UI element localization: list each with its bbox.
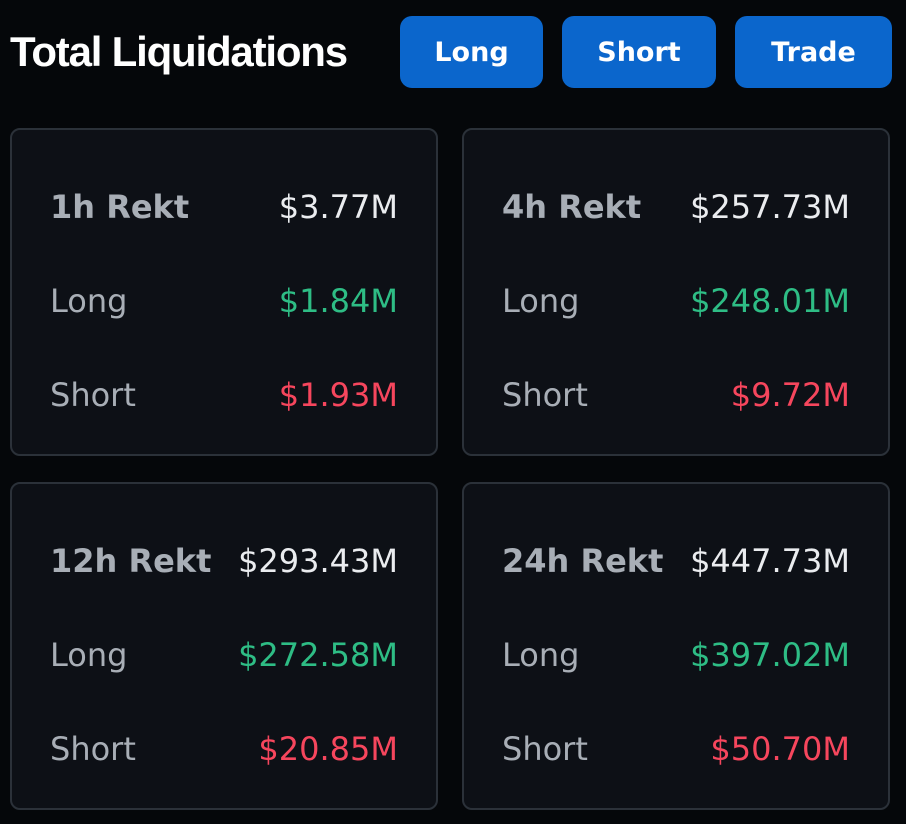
- liquidation-card-12h: 12h Rekt $293.43M Long $272.58M Short $2…: [10, 482, 438, 810]
- short-value: $20.85M: [258, 730, 398, 768]
- short-label: Short: [502, 376, 588, 414]
- liquidation-card-1h: 1h Rekt $3.77M Long $1.84M Short $1.93M: [10, 128, 438, 456]
- long-label: Long: [50, 636, 128, 674]
- long-label: Long: [502, 636, 580, 674]
- long-row: Long $272.58M: [50, 630, 398, 680]
- short-row: Short $50.70M: [502, 724, 850, 774]
- liquidation-card-4h: 4h Rekt $257.73M Long $248.01M Short $9.…: [462, 128, 890, 456]
- short-label: Short: [50, 730, 136, 768]
- total-row: 4h Rekt $257.73M: [502, 182, 850, 232]
- short-value: $9.72M: [730, 376, 850, 414]
- long-value: $272.58M: [238, 636, 398, 674]
- short-row: Short $1.93M: [50, 370, 398, 420]
- period-label: 12h Rekt: [50, 542, 212, 580]
- long-label: Long: [50, 282, 128, 320]
- short-label: Short: [502, 730, 588, 768]
- liquidation-card-24h: 24h Rekt $447.73M Long $397.02M Short $5…: [462, 482, 890, 810]
- trade-button[interactable]: Trade: [735, 16, 892, 88]
- period-label: 24h Rekt: [502, 542, 664, 580]
- long-value: $1.84M: [278, 282, 398, 320]
- total-value: $447.73M: [690, 542, 850, 580]
- total-row: 1h Rekt $3.77M: [50, 182, 398, 232]
- short-value: $50.70M: [710, 730, 850, 768]
- short-row: Short $20.85M: [50, 724, 398, 774]
- total-row: 24h Rekt $447.73M: [502, 536, 850, 586]
- page-title: Total Liquidations: [10, 28, 348, 75]
- short-value: $1.93M: [278, 376, 398, 414]
- short-label: Short: [50, 376, 136, 414]
- short-button[interactable]: Short: [562, 16, 716, 88]
- short-row: Short $9.72M: [502, 370, 850, 420]
- long-label: Long: [502, 282, 580, 320]
- total-value: $257.73M: [690, 188, 850, 226]
- long-row: Long $1.84M: [50, 276, 398, 326]
- period-label: 1h Rekt: [50, 188, 190, 226]
- long-row: Long $248.01M: [502, 276, 850, 326]
- long-row: Long $397.02M: [502, 630, 850, 680]
- long-button[interactable]: Long: [400, 16, 543, 88]
- total-value: $3.77M: [278, 188, 398, 226]
- total-value: $293.43M: [238, 542, 398, 580]
- long-value: $248.01M: [690, 282, 850, 320]
- total-row: 12h Rekt $293.43M: [50, 536, 398, 586]
- period-label: 4h Rekt: [502, 188, 642, 226]
- long-value: $397.02M: [690, 636, 850, 674]
